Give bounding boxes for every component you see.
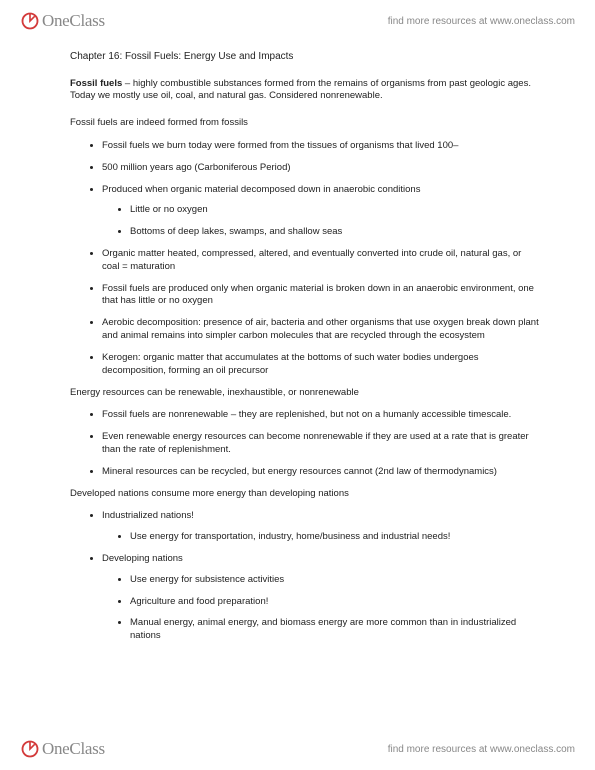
nested-list: Use energy for subsistence activities Ag… xyxy=(102,574,540,643)
list-item: Mineral resources can be recycled, but e… xyxy=(102,466,545,479)
list-item: Fossil fuels we burn today were formed f… xyxy=(102,140,545,153)
section-heading: Developed nations consume more energy th… xyxy=(70,488,545,501)
brand-name: OneClass xyxy=(42,11,105,31)
bullet-list: Fossil fuels are nonrenewable – they are… xyxy=(70,409,545,478)
brand-logo: OneClass xyxy=(20,11,105,31)
brand-logo: OneClass xyxy=(20,739,105,759)
list-item: Bottoms of deep lakes, swamps, and shall… xyxy=(130,226,540,239)
list-item-text: Industrialized nations! xyxy=(102,510,194,521)
section-heading: Fossil fuels are indeed formed from foss… xyxy=(70,117,545,130)
brand-name: OneClass xyxy=(42,739,105,759)
section-heading: Energy resources can be renewable, inexh… xyxy=(70,387,545,400)
footer-resources-link[interactable]: find more resources at www.oneclass.com xyxy=(388,744,575,755)
nested-list: Use energy for transportation, industry,… xyxy=(102,531,540,544)
list-item: Industrialized nations! Use energy for t… xyxy=(102,510,545,544)
chapter-title: Chapter 16: Fossil Fuels: Energy Use and… xyxy=(70,50,545,64)
list-item: Fossil fuels are nonrenewable – they are… xyxy=(102,409,545,422)
list-item: Manual energy, animal energy, and biomas… xyxy=(130,617,540,643)
page-footer: OneClass find more resources at www.onec… xyxy=(0,734,595,764)
list-item: Kerogen: organic matter that accumulates… xyxy=(102,352,545,378)
oneclass-logo-icon xyxy=(20,739,40,759)
list-item-text: Produced when organic material decompose… xyxy=(102,184,420,195)
list-item: Agriculture and food preparation! xyxy=(130,596,540,609)
list-item: Fossil fuels are produced only when orga… xyxy=(102,283,545,309)
list-item: 500 million years ago (Carboniferous Per… xyxy=(102,162,545,175)
list-item: Use energy for subsistence activities xyxy=(130,574,540,587)
intro-paragraph: Fossil fuels – highly combustible substa… xyxy=(70,78,545,104)
list-item-text: Developing nations xyxy=(102,553,183,564)
document-body: Chapter 16: Fossil Fuels: Energy Use and… xyxy=(70,50,545,720)
list-item: Produced when organic material decompose… xyxy=(102,184,545,239)
page-header: OneClass find more resources at www.onec… xyxy=(0,6,595,36)
bullet-list: Industrialized nations! Use energy for t… xyxy=(70,510,545,643)
list-item: Even renewable energy resources can beco… xyxy=(102,431,545,457)
list-item: Use energy for transportation, industry,… xyxy=(130,531,540,544)
list-item: Organic matter heated, compressed, alter… xyxy=(102,248,545,274)
list-item: Little or no oxygen xyxy=(130,204,540,217)
intro-term: Fossil fuels xyxy=(70,78,122,89)
list-item: Developing nations Use energy for subsis… xyxy=(102,553,545,643)
list-item: Aerobic decomposition: presence of air, … xyxy=(102,317,545,343)
intro-definition: – highly combustible substances formed f… xyxy=(70,78,531,102)
nested-list: Little or no oxygen Bottoms of deep lake… xyxy=(102,204,540,239)
oneclass-logo-icon xyxy=(20,11,40,31)
header-resources-link[interactable]: find more resources at www.oneclass.com xyxy=(388,16,575,27)
bullet-list: Fossil fuels we burn today were formed f… xyxy=(70,140,545,378)
